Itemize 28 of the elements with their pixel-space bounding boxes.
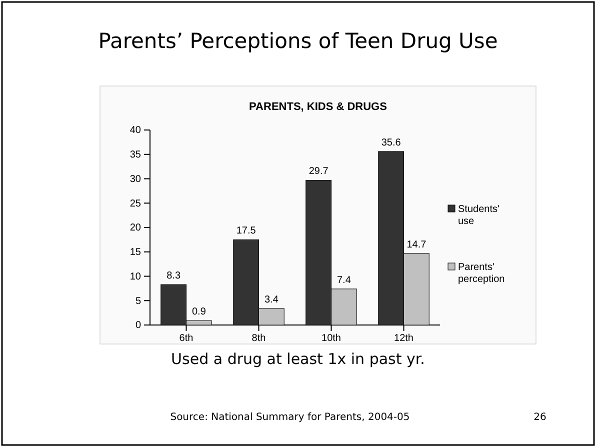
y-tick-label: 35: [130, 150, 142, 161]
y-tick-label: 5: [135, 296, 142, 307]
data-label: 35.6: [381, 137, 402, 148]
x-axis-title: Used a drug at least 1x in past yr.: [171, 350, 425, 368]
y-tick-label: 40: [130, 125, 142, 136]
data-label: 3.4: [264, 294, 279, 306]
chart-title: Parents’ Perceptions of Teen Drug Use: [98, 29, 498, 53]
x-tick-label: 8th: [252, 333, 266, 344]
legend-label: Students' use: [458, 204, 500, 227]
data-label: 8.3: [166, 270, 181, 282]
y-tick-label: 0: [135, 320, 142, 332]
y-tick-label: 30: [130, 174, 142, 185]
data-label: 17.5: [236, 226, 256, 237]
source-note: Source: National Summary for Parents, 2004-05: [170, 412, 410, 423]
x-tick-label: 10th: [322, 333, 341, 344]
data-label: 7.4: [336, 274, 352, 286]
data-label: 29.7: [308, 166, 329, 178]
x-tick-label: 12th: [394, 333, 414, 344]
x-tick-label: 6th: [179, 333, 194, 344]
legend-label: Parents' perception: [458, 262, 505, 285]
text: 26: [534, 412, 546, 423]
data-label: 14.7: [406, 239, 427, 250]
y-tick-label: 20: [130, 222, 142, 234]
y-tick-label: 10: [130, 271, 142, 282]
chart-subtitle: PARENTS, KIDS & DRUGS: [249, 101, 387, 113]
y-tick-label: 25: [130, 198, 142, 210]
data-label: 0.9: [192, 306, 206, 318]
y-tick-label: 15: [130, 247, 142, 258]
